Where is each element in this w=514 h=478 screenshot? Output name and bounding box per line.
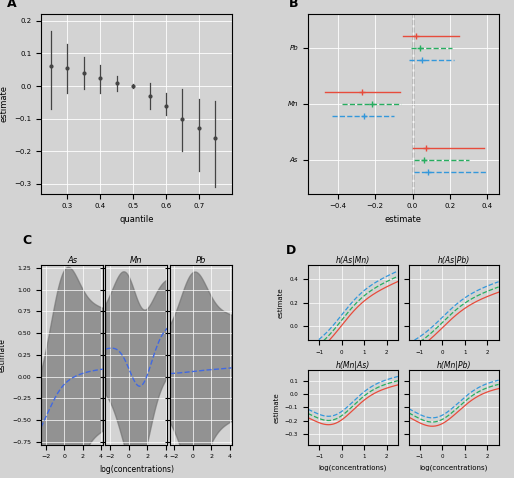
Text: C: C bbox=[23, 234, 32, 247]
Title: h(As|Mn): h(As|Mn) bbox=[336, 256, 370, 265]
Y-axis label: estimate: estimate bbox=[278, 287, 284, 318]
Title: Pb: Pb bbox=[196, 256, 206, 264]
X-axis label: log(concentrations): log(concentrations) bbox=[99, 465, 174, 474]
X-axis label: estimate: estimate bbox=[385, 215, 422, 224]
Text: D: D bbox=[285, 244, 296, 257]
Title: h(Mn|As): h(Mn|As) bbox=[336, 361, 370, 370]
Text: B: B bbox=[289, 0, 299, 10]
Title: h(Mn|Pb): h(Mn|Pb) bbox=[436, 361, 471, 370]
Title: Mn: Mn bbox=[130, 256, 143, 264]
Y-axis label: estimate: estimate bbox=[273, 392, 279, 423]
X-axis label: log(concentrations): log(concentrations) bbox=[419, 465, 488, 471]
Text: A: A bbox=[7, 0, 16, 10]
X-axis label: log(concentrations): log(concentrations) bbox=[319, 465, 387, 471]
Y-axis label: estimate: estimate bbox=[0, 338, 7, 372]
Y-axis label: estimate: estimate bbox=[0, 86, 9, 122]
Title: h(As|Pb): h(As|Pb) bbox=[437, 256, 470, 265]
X-axis label: quantile: quantile bbox=[119, 215, 154, 224]
Title: As: As bbox=[67, 256, 77, 264]
